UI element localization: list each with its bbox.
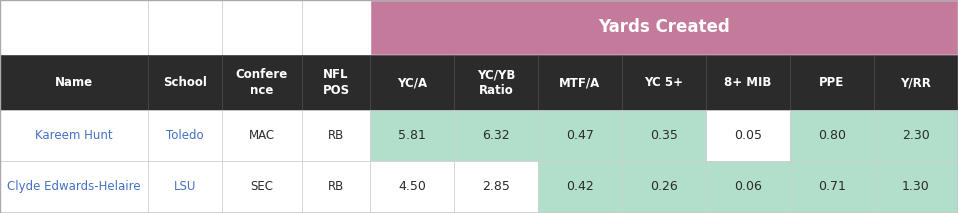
Bar (370, 0, 958, 55)
Bar (148, 161, 222, 212)
Bar (148, 110, 222, 161)
Text: Yards Created: Yards Created (598, 19, 730, 36)
Bar (0, 161, 148, 212)
Text: Kareem Hunt: Kareem Hunt (35, 129, 113, 142)
Bar (0, 110, 148, 161)
Text: 2.30: 2.30 (902, 129, 930, 142)
Text: Toledo: Toledo (166, 129, 204, 142)
Bar (370, 110, 454, 161)
Bar (874, 55, 958, 110)
Text: School: School (163, 76, 207, 89)
Bar (222, 55, 302, 110)
Text: 1.30: 1.30 (902, 180, 930, 193)
Bar (874, 161, 958, 212)
Text: 0.35: 0.35 (650, 129, 678, 142)
Text: PPE: PPE (819, 76, 845, 89)
Bar (622, 55, 706, 110)
Text: 6.32: 6.32 (482, 129, 510, 142)
Bar (706, 161, 790, 212)
Bar (222, 161, 302, 212)
Bar (706, 55, 790, 110)
Text: 8+ MIB: 8+ MIB (724, 76, 772, 89)
Bar (370, 161, 454, 212)
Text: RB: RB (328, 129, 344, 142)
Text: YC/A: YC/A (397, 76, 427, 89)
Bar (148, 55, 222, 110)
Bar (302, 161, 370, 212)
Text: Y/RR: Y/RR (901, 76, 931, 89)
Bar (790, 55, 874, 110)
Text: LSU: LSU (173, 180, 196, 193)
Text: YC 5+: YC 5+ (645, 76, 683, 89)
Bar (302, 55, 370, 110)
Bar (874, 110, 958, 161)
Bar (538, 161, 622, 212)
Bar (370, 55, 454, 110)
Text: YC/YB
Ratio: YC/YB Ratio (477, 69, 515, 96)
Text: MTF/A: MTF/A (559, 76, 601, 89)
Bar (622, 110, 706, 161)
Text: 0.05: 0.05 (734, 129, 762, 142)
Text: 0.80: 0.80 (818, 129, 846, 142)
Text: 0.47: 0.47 (566, 129, 594, 142)
Text: MAC: MAC (249, 129, 275, 142)
Text: Confere
nce: Confere nce (236, 69, 288, 96)
Bar (706, 110, 790, 161)
Text: 0.06: 0.06 (734, 180, 762, 193)
Bar (222, 110, 302, 161)
Bar (302, 0, 370, 55)
Text: 5.81: 5.81 (399, 129, 426, 142)
Text: SEC: SEC (250, 180, 273, 193)
Text: NFL
POS: NFL POS (323, 69, 350, 96)
Text: Name: Name (55, 76, 93, 89)
Text: RB: RB (328, 180, 344, 193)
Bar (454, 161, 538, 212)
Bar (790, 161, 874, 212)
Bar (622, 161, 706, 212)
Text: 0.71: 0.71 (818, 180, 846, 193)
Bar (0, 0, 148, 55)
Bar (454, 110, 538, 161)
Bar (0, 55, 148, 110)
Text: 0.26: 0.26 (650, 180, 678, 193)
Bar (222, 0, 302, 55)
Bar (538, 110, 622, 161)
Bar (148, 0, 222, 55)
Bar (302, 110, 370, 161)
Bar (454, 55, 538, 110)
Bar (538, 55, 622, 110)
Text: 2.85: 2.85 (482, 180, 510, 193)
Text: 0.42: 0.42 (566, 180, 594, 193)
Bar (790, 110, 874, 161)
Text: Clyde Edwards-Helaire: Clyde Edwards-Helaire (8, 180, 141, 193)
Text: 4.50: 4.50 (399, 180, 426, 193)
